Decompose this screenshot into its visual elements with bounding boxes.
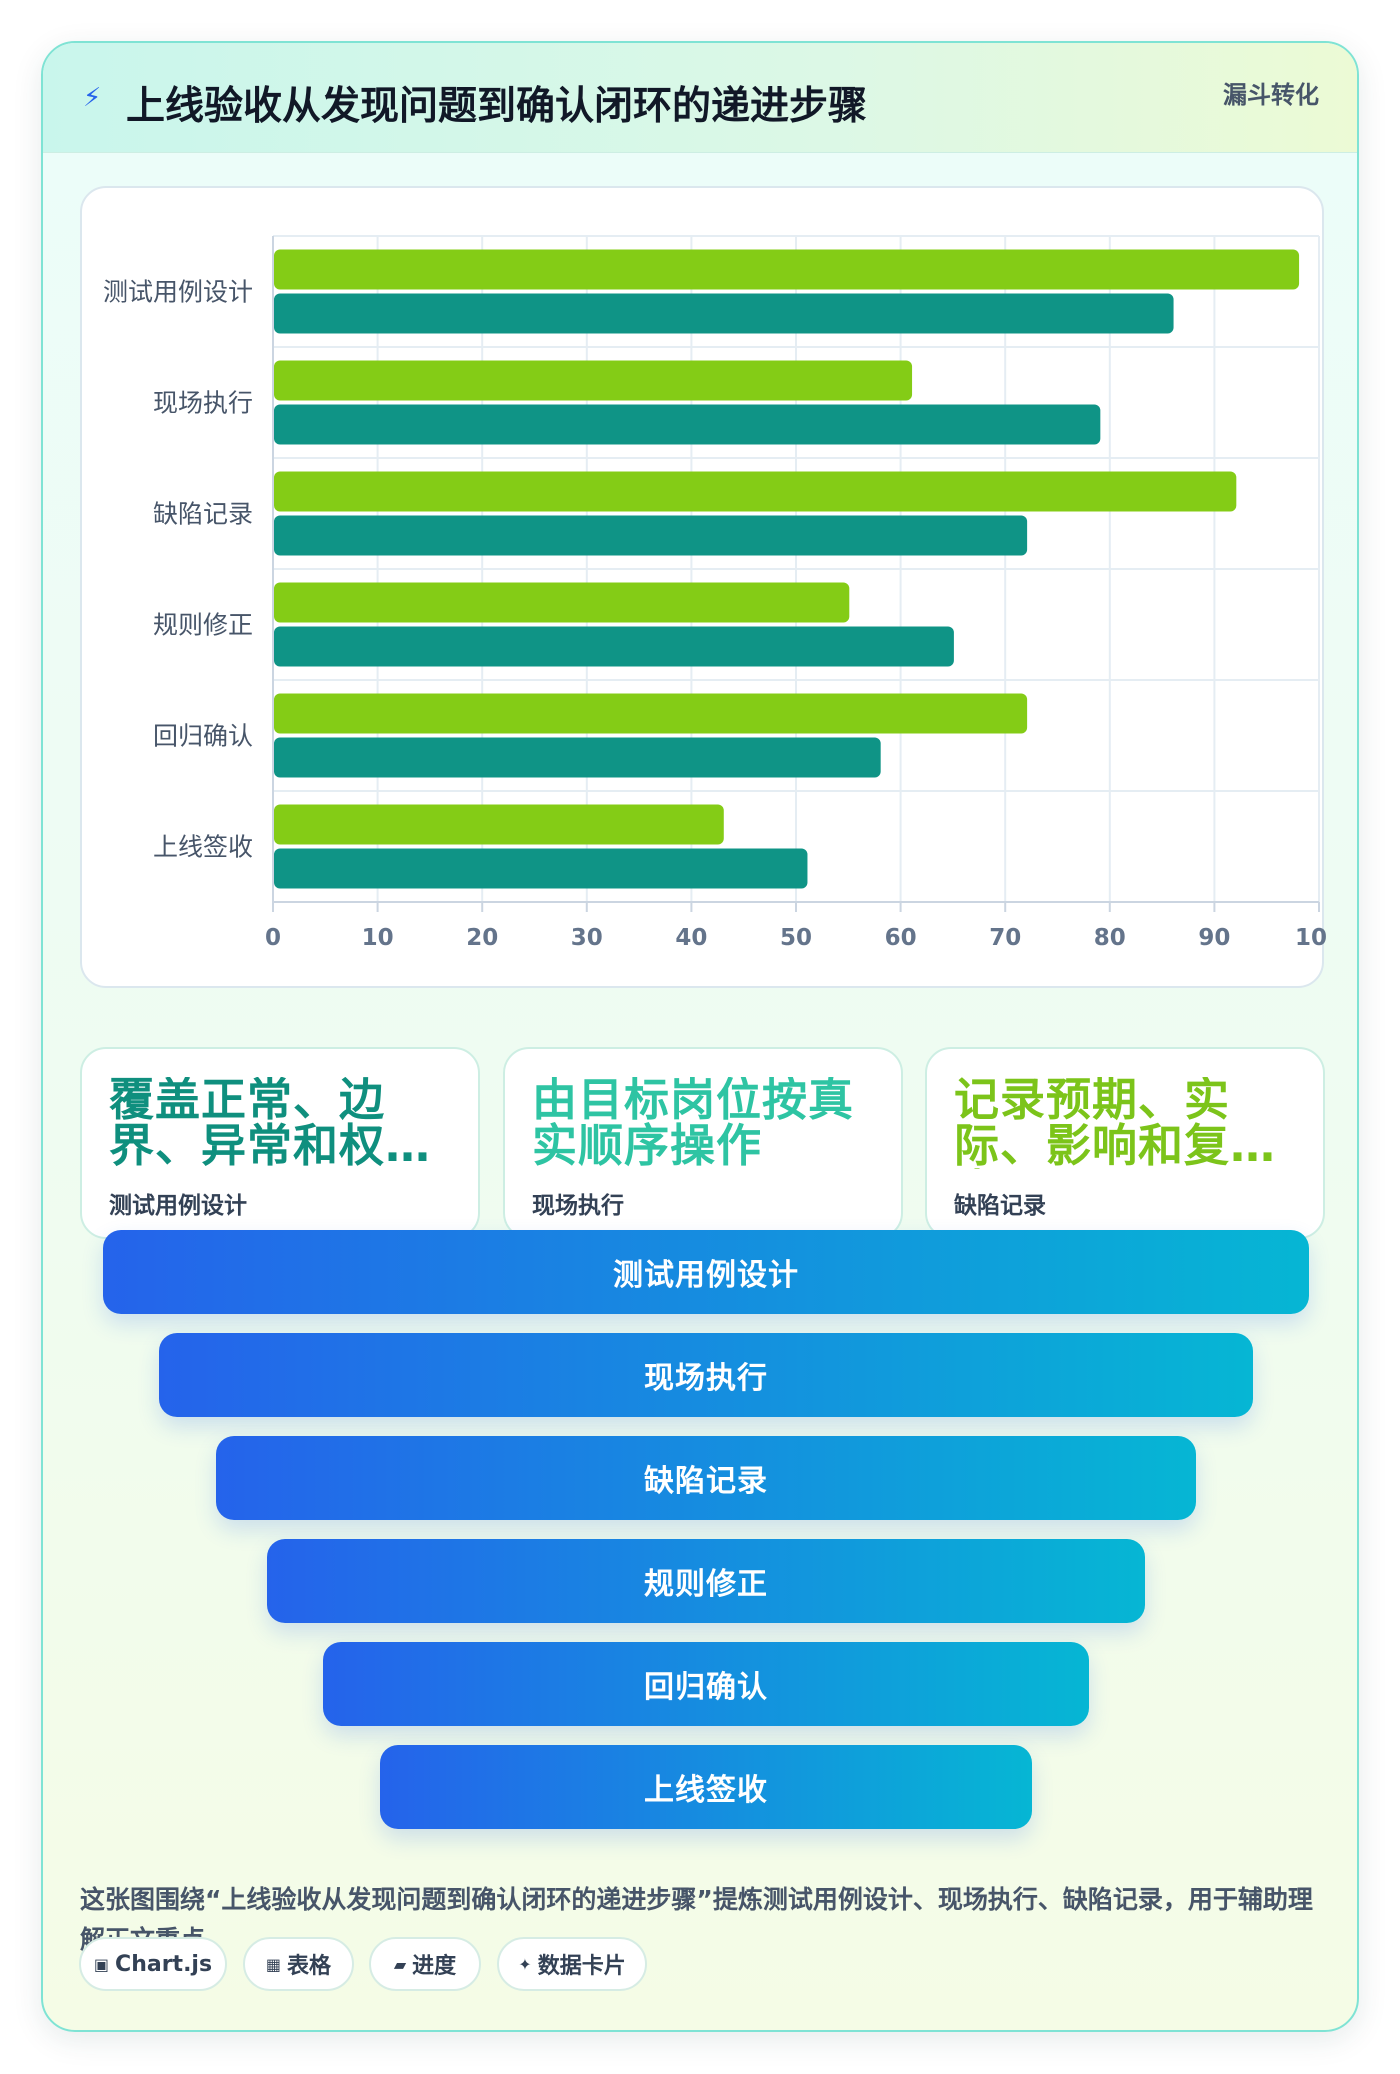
funnel-step-2: 现场执行 (159, 1333, 1253, 1417)
chip-progress[interactable]: ▰ 进度 (369, 1937, 481, 1991)
stat-label: 缺陷记录 (954, 1193, 1046, 1219)
bar-series2-6 (274, 848, 808, 889)
x-tick-label: 0 (265, 925, 281, 951)
x-tick-label: 70 (989, 925, 1021, 951)
table-icon: ▦ (265, 1954, 282, 1974)
sparkle-icon: ✦ (518, 1954, 532, 1974)
stat-value: 记录预期、实际、影响和复现步骤 (954, 1077, 1277, 1169)
chip-label: 表格 (287, 1954, 332, 1979)
bar-series1-3 (274, 471, 1237, 512)
bar-series1-6 (274, 804, 724, 845)
infographic-card: ⚡ 上线验收从发现问题到确认闭环的递进步骤 漏斗转化 测试用例设计 现场执行 缺陷记… (41, 41, 1359, 2032)
funnel-step-5: 回归确认 (323, 1642, 1089, 1726)
stat-card-2: 由目标岗位按真实顺序操作 现场执行 (503, 1047, 903, 1239)
x-tick-label: 60 (885, 925, 917, 951)
chip-label: 进度 (412, 1954, 457, 1979)
chip-label: Chart.js (115, 1951, 213, 1977)
funnel-step-1: 测试用例设计 (103, 1230, 1309, 1314)
stat-value: 由目标岗位按真实顺序操作 (532, 1077, 855, 1169)
bar-series1-1 (274, 249, 1300, 290)
stat-card-3: 记录预期、实际、影响和复现步骤 缺陷记录 (925, 1047, 1325, 1239)
x-tick-label: 90 (1198, 925, 1230, 951)
header: ⚡ 上线验收从发现问题到确认闭环的递进步骤 漏斗转化 (43, 43, 1357, 153)
x-tick-label: 40 (675, 925, 707, 951)
x-tick-label: 100 (1295, 925, 1326, 951)
header-tag: 漏斗转化 (1223, 81, 1319, 109)
bar-series1-5 (274, 693, 1028, 734)
chart-icon: ▣ (93, 1954, 110, 1974)
y-tick-label: 上线签收 (153, 833, 253, 862)
bar-chart-panel: 测试用例设计现场执行缺陷记录规则修正回归确认上线签收 0 10 20 30 40 50 60 7… (80, 186, 1326, 988)
bar-series2-5 (274, 737, 881, 778)
stat-label: 现场执行 (532, 1193, 624, 1219)
bar-series1-2 (274, 360, 913, 401)
page-title: 上线验收从发现问题到确认闭环的递进步骤 (126, 84, 868, 129)
bar-series2-2 (274, 404, 1101, 445)
stat-label: 测试用例设计 (109, 1193, 247, 1219)
y-tick-label: 测试用例设计 (103, 278, 253, 307)
stat-card-1: 覆盖正常、边界、异常和权限场景 测试用例设计 (80, 1047, 480, 1239)
y-tick-label: 现场执行 (153, 389, 253, 418)
y-tick-label: 回归确认 (153, 722, 253, 751)
bar-series1-4 (274, 582, 850, 623)
bar-series2-3 (274, 515, 1028, 556)
chip-chartjs[interactable]: ▣ Chart.js (79, 1937, 227, 1991)
x-tick-label: 30 (571, 925, 603, 951)
chip-label: 数据卡片 (537, 1954, 626, 1979)
x-tick-label: 50 (780, 925, 812, 951)
funnel-step-6: 上线签收 (380, 1745, 1032, 1829)
x-tick-label: 20 (466, 925, 498, 951)
x-tick-label: 80 (1094, 925, 1126, 951)
stat-value: 覆盖正常、边界、异常和权限场景 (109, 1077, 432, 1169)
x-tick-label: 10 (362, 925, 394, 951)
y-tick-label: 缺陷记录 (153, 500, 253, 529)
lightning-icon: ⚡ (83, 83, 102, 113)
chip-table[interactable]: ▦ 表格 (243, 1937, 354, 1991)
progress-icon: ▰ (393, 1954, 407, 1974)
bar-series2-4 (274, 626, 954, 667)
funnel-step-4: 规则修正 (267, 1539, 1145, 1623)
funnel-step-3: 缺陷记录 (216, 1436, 1196, 1520)
bar-series2-1 (274, 293, 1174, 334)
chip-datacard[interactable]: ✦ 数据卡片 (497, 1937, 647, 1991)
y-tick-label: 规则修正 (153, 611, 253, 640)
